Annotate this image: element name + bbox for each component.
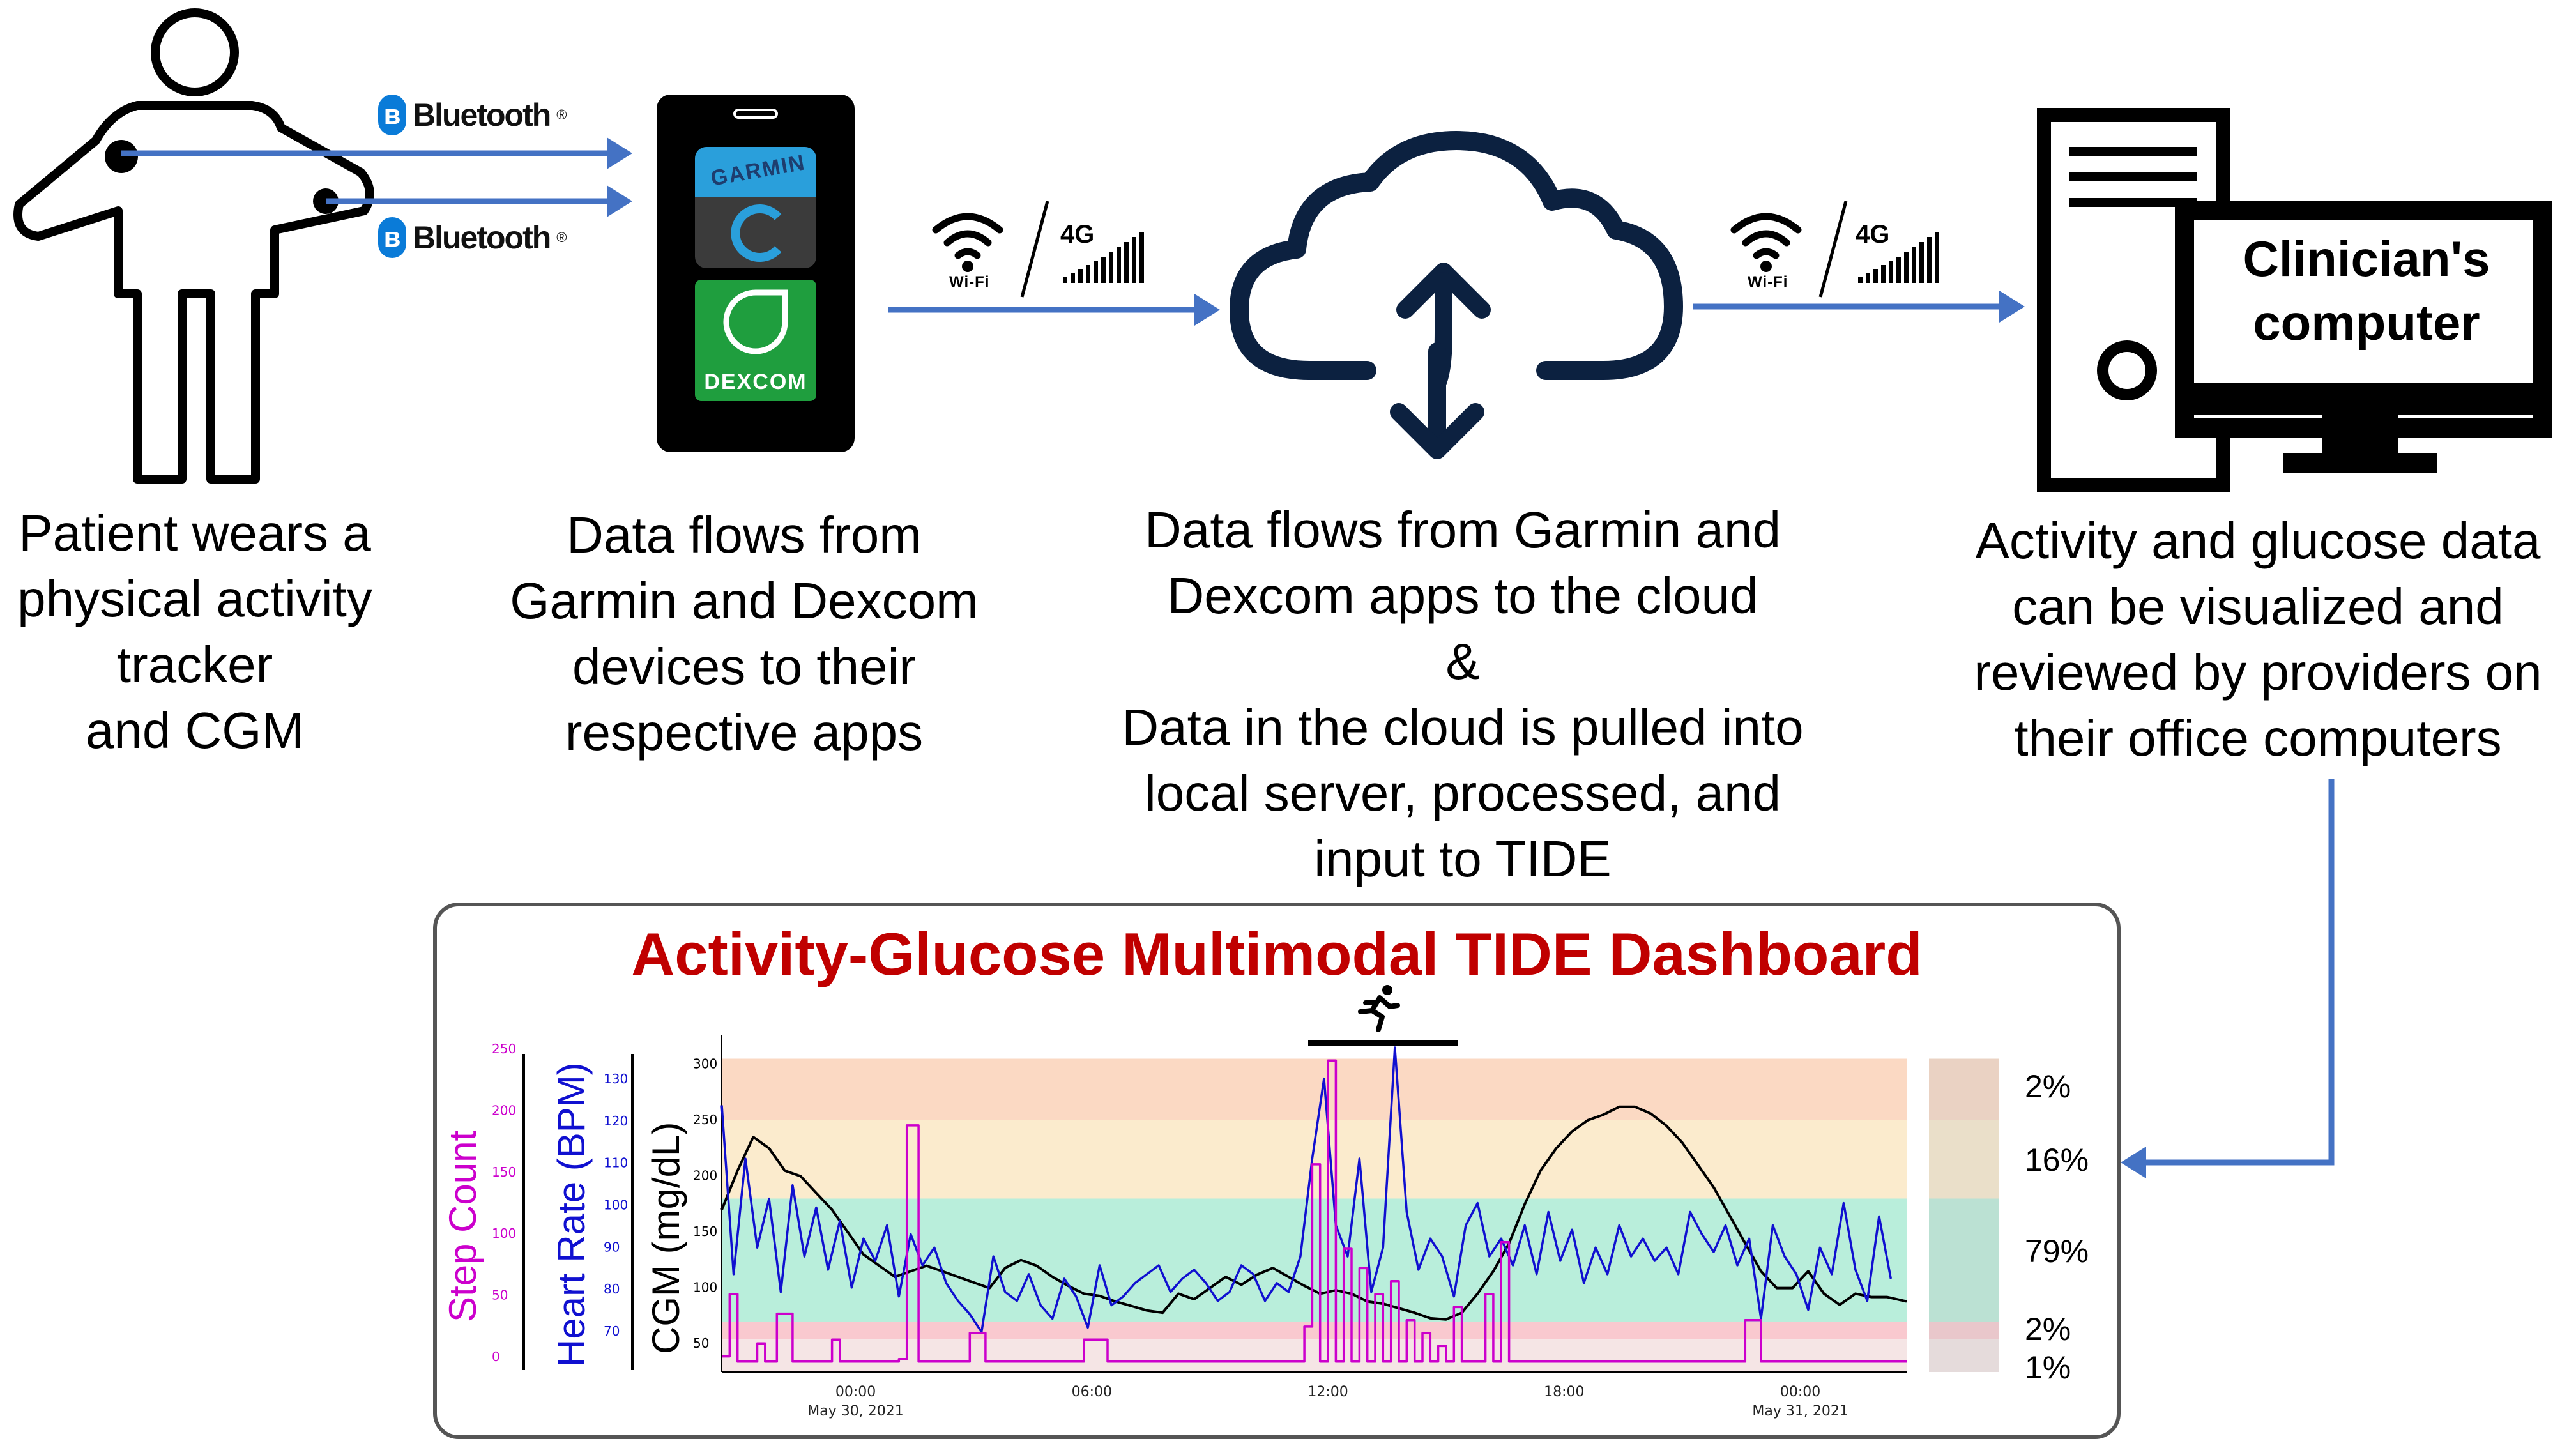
series-line-heart (720, 1046, 1893, 1334)
heart-tick-label: 70 (604, 1323, 620, 1339)
heart-tick-label: 80 (604, 1281, 620, 1297)
activity-bar (1308, 1040, 1458, 1046)
slash-divider (1020, 201, 1049, 298)
x-tick-time: 18:00 (1544, 1384, 1584, 1400)
bluetooth-text-top: Bluetooth (413, 97, 551, 133)
heart-tick-label: 110 (604, 1155, 628, 1171)
step-tick-label: 200 (492, 1102, 516, 1118)
band-legend-block (1929, 1339, 1999, 1372)
band-legend-overlay (1929, 1058, 1999, 1372)
heart-tick-label: 100 (604, 1198, 628, 1213)
cgm-tick-label: 50 (693, 1336, 709, 1351)
heart-tick-label: 120 (604, 1113, 628, 1129)
smartphone: GARMIN DEXCOM (657, 95, 855, 452)
running-person-icon (1358, 985, 1400, 1032)
cgm-tick-label: 150 (693, 1224, 717, 1239)
wifi-icon (932, 213, 1003, 272)
cloud-icon (1230, 131, 1683, 459)
cgm-tick-label: 250 (693, 1112, 717, 1127)
glucose-band (722, 1198, 1907, 1322)
arrow-to-computer (1693, 291, 2025, 323)
range-percentage: 2% (2025, 1069, 2071, 1104)
fourg-label-left: 4G (1060, 220, 1095, 248)
wifi-label-right: Wi-Fi (1748, 273, 1788, 291)
x-tick-time: 12:00 (1307, 1384, 1348, 1400)
wifi-label-left: Wi-Fi (949, 273, 990, 291)
glucose-band (722, 1322, 1907, 1340)
heart-tick-label: 90 (604, 1239, 620, 1254)
step-tick-label: 250 (492, 1041, 516, 1056)
band-legend-block (1929, 1322, 1999, 1340)
wifi-icon (1730, 213, 1802, 272)
x-tick-date: May 31, 2021 (1752, 1403, 1848, 1419)
bluetooth-arrows (121, 137, 632, 217)
step-tick-label: 150 (492, 1164, 516, 1180)
band-legend-block (1929, 1058, 1999, 1120)
fourg-label-right: 4G (1856, 220, 1890, 248)
computer-icon (2037, 108, 2552, 492)
band-legend-block (1929, 1198, 1999, 1322)
step-tick-label: 100 (492, 1226, 516, 1241)
x-tick-date: May 30, 2021 (807, 1403, 903, 1419)
range-percentage: 1% (2025, 1350, 2071, 1385)
glucose-band (722, 1120, 1907, 1199)
phone-speaker (733, 109, 778, 119)
bluetooth-label-bottom: ʙ Bluetooth ® (378, 217, 567, 258)
step-tick-label: 0 (492, 1349, 500, 1364)
glucose-band (722, 1339, 1907, 1372)
cgm-tick-label: 200 (693, 1168, 717, 1183)
series-line-step (722, 1059, 1907, 1363)
bluetooth-icon: ʙ (378, 217, 406, 258)
dashboard-title: Activity-Glucose Multimodal TIDE Dashboa… (631, 920, 1923, 987)
signal-bars-icon (1063, 232, 1144, 283)
patient-figure-icon (13, 8, 374, 484)
heart-tick-label: 130 (604, 1071, 628, 1086)
computer-screen-label: Clinician's computer (2243, 231, 2490, 351)
signal-bars-icon (1858, 232, 1939, 283)
arrow-to-cloud (888, 294, 1220, 326)
x-tick-time: 06:00 (1072, 1384, 1112, 1400)
glucose-band (722, 1058, 1907, 1120)
caption-cloud: Data flows from Garmin and Dexcom apps t… (1122, 501, 1804, 887)
slash-divider (1818, 201, 1848, 298)
bluetooth-label-top: ʙ Bluetooth ® (378, 95, 567, 135)
x-tick-time: 00:00 (1780, 1384, 1820, 1400)
dexcom-app-icon: DEXCOM (695, 280, 816, 401)
band-legend-block (1929, 1120, 1999, 1199)
caption-apps: Data flows from Garmin and Dexcom device… (510, 507, 979, 761)
bluetooth-icon: ʙ (378, 95, 406, 135)
step-tick-label: 50 (492, 1288, 508, 1303)
range-percentage: 2% (2025, 1311, 2071, 1347)
dexcom-app-label: DEXCOM (704, 370, 807, 394)
cgm-tick-label: 300 (693, 1056, 717, 1071)
caption-patient: Patient wears a physical activity tracke… (17, 505, 372, 759)
x-tick-time: 00:00 (835, 1384, 876, 1400)
caption-clinician: Activity and glucose data can be visuali… (1974, 512, 2542, 766)
range-percentage: 16% (2025, 1142, 2089, 1178)
cgm-tick-label: 100 (693, 1280, 717, 1295)
bluetooth-text-bottom: Bluetooth (413, 220, 551, 255)
arrow-to-dashboard (2121, 779, 2335, 1178)
range-percentage: 79% (2025, 1233, 2089, 1269)
garmin-app-icon: GARMIN (695, 147, 816, 268)
